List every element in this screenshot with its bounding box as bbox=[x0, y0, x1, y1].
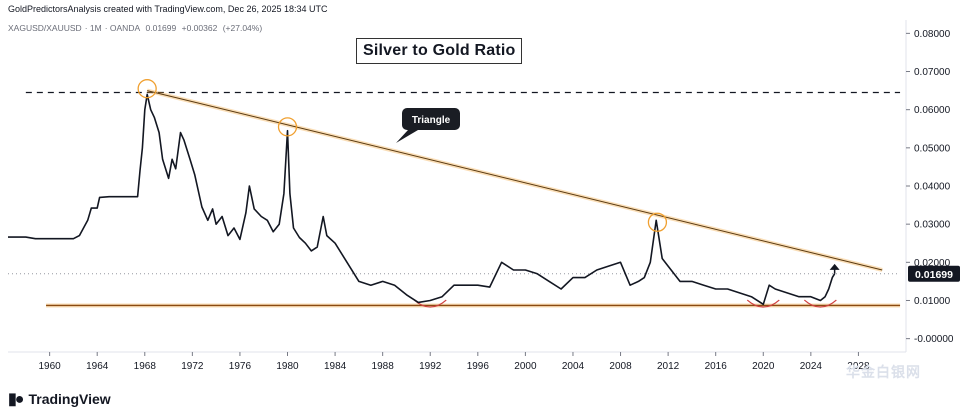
tradingview-brand: TradingView bbox=[28, 391, 111, 407]
x-tick-label: 2028 bbox=[847, 361, 870, 372]
x-tick-label: 2004 bbox=[562, 361, 585, 372]
x-tick-label: 1972 bbox=[181, 361, 204, 372]
symbol-name: XAGUSD/XAUUSD bbox=[8, 23, 82, 33]
current-price-badge bbox=[908, 265, 960, 282]
y-tick-label: 0.03000 bbox=[914, 220, 951, 231]
y-tick-label: 0.07000 bbox=[914, 67, 951, 78]
price-axis-background bbox=[906, 0, 964, 418]
forecast-arrow-head bbox=[829, 263, 840, 270]
triangle-callout-pointer bbox=[396, 130, 418, 143]
x-tick-label: 1988 bbox=[372, 361, 395, 372]
chart-title: Silver to Gold Ratio bbox=[356, 38, 523, 64]
bottom-arc bbox=[803, 299, 837, 308]
peak-highlight-circle bbox=[647, 212, 668, 232]
price-series-line bbox=[8, 93, 836, 306]
y-tick-label: 0.08000 bbox=[914, 29, 951, 40]
symbol-legend[interactable]: XAGUSD/XAUUSD · 1M · OANDA 0.01699 +0.0036… bbox=[8, 23, 263, 33]
x-tick-label: 1980 bbox=[276, 361, 299, 372]
x-tick-label: 2008 bbox=[609, 361, 632, 372]
source-label: OANDA bbox=[109, 23, 141, 33]
x-tick-label: 1984 bbox=[324, 361, 347, 372]
x-tick-label: 2016 bbox=[705, 361, 728, 372]
y-tick-label: 0.06000 bbox=[914, 105, 951, 116]
peak-highlight-circle bbox=[137, 79, 157, 99]
tradingview-logo[interactable]: ▮● TradingView bbox=[8, 389, 111, 409]
y-tick-label: 0.02000 bbox=[914, 258, 951, 269]
peak-highlight-circle bbox=[277, 117, 298, 137]
y-tick-label: 0.04000 bbox=[914, 182, 951, 193]
bottom-arc bbox=[746, 299, 780, 308]
x-tick-label: 1960 bbox=[39, 361, 62, 372]
triangle-callout-box bbox=[402, 108, 460, 130]
legend-change: +0.00362 bbox=[181, 23, 218, 33]
chart-credit: GoldPredictorsAnalysis created with Trad… bbox=[8, 4, 328, 14]
x-tick-label: 2020 bbox=[752, 361, 775, 372]
y-tick-label: 0.05000 bbox=[914, 143, 951, 154]
legend-change-pct: (+27.04%) bbox=[222, 23, 263, 33]
x-tick-label: 1976 bbox=[229, 361, 252, 372]
current-price-label: 0.01699 bbox=[915, 269, 953, 281]
watermark: 华金白银网 bbox=[846, 364, 921, 380]
interval-label: 1M bbox=[89, 23, 102, 33]
x-tick-label: 1968 bbox=[134, 361, 157, 372]
x-tick-label: 1996 bbox=[467, 361, 490, 372]
x-tick-label: 2024 bbox=[800, 361, 823, 372]
legend-price: 0.01699 bbox=[145, 23, 177, 33]
x-tick-label: 1964 bbox=[86, 361, 109, 372]
triangle-callout-label: Triangle bbox=[412, 115, 451, 126]
y-tick-label: -0.00000 bbox=[914, 334, 954, 345]
x-tick-label: 2000 bbox=[514, 361, 537, 372]
triangle-resistance-line bbox=[147, 90, 883, 271]
y-tick-label: 0.01000 bbox=[914, 296, 951, 307]
x-tick-label: 1992 bbox=[419, 361, 442, 372]
x-tick-label: 2012 bbox=[657, 361, 680, 372]
tradingview-logo-icon: ▮● bbox=[8, 391, 25, 408]
